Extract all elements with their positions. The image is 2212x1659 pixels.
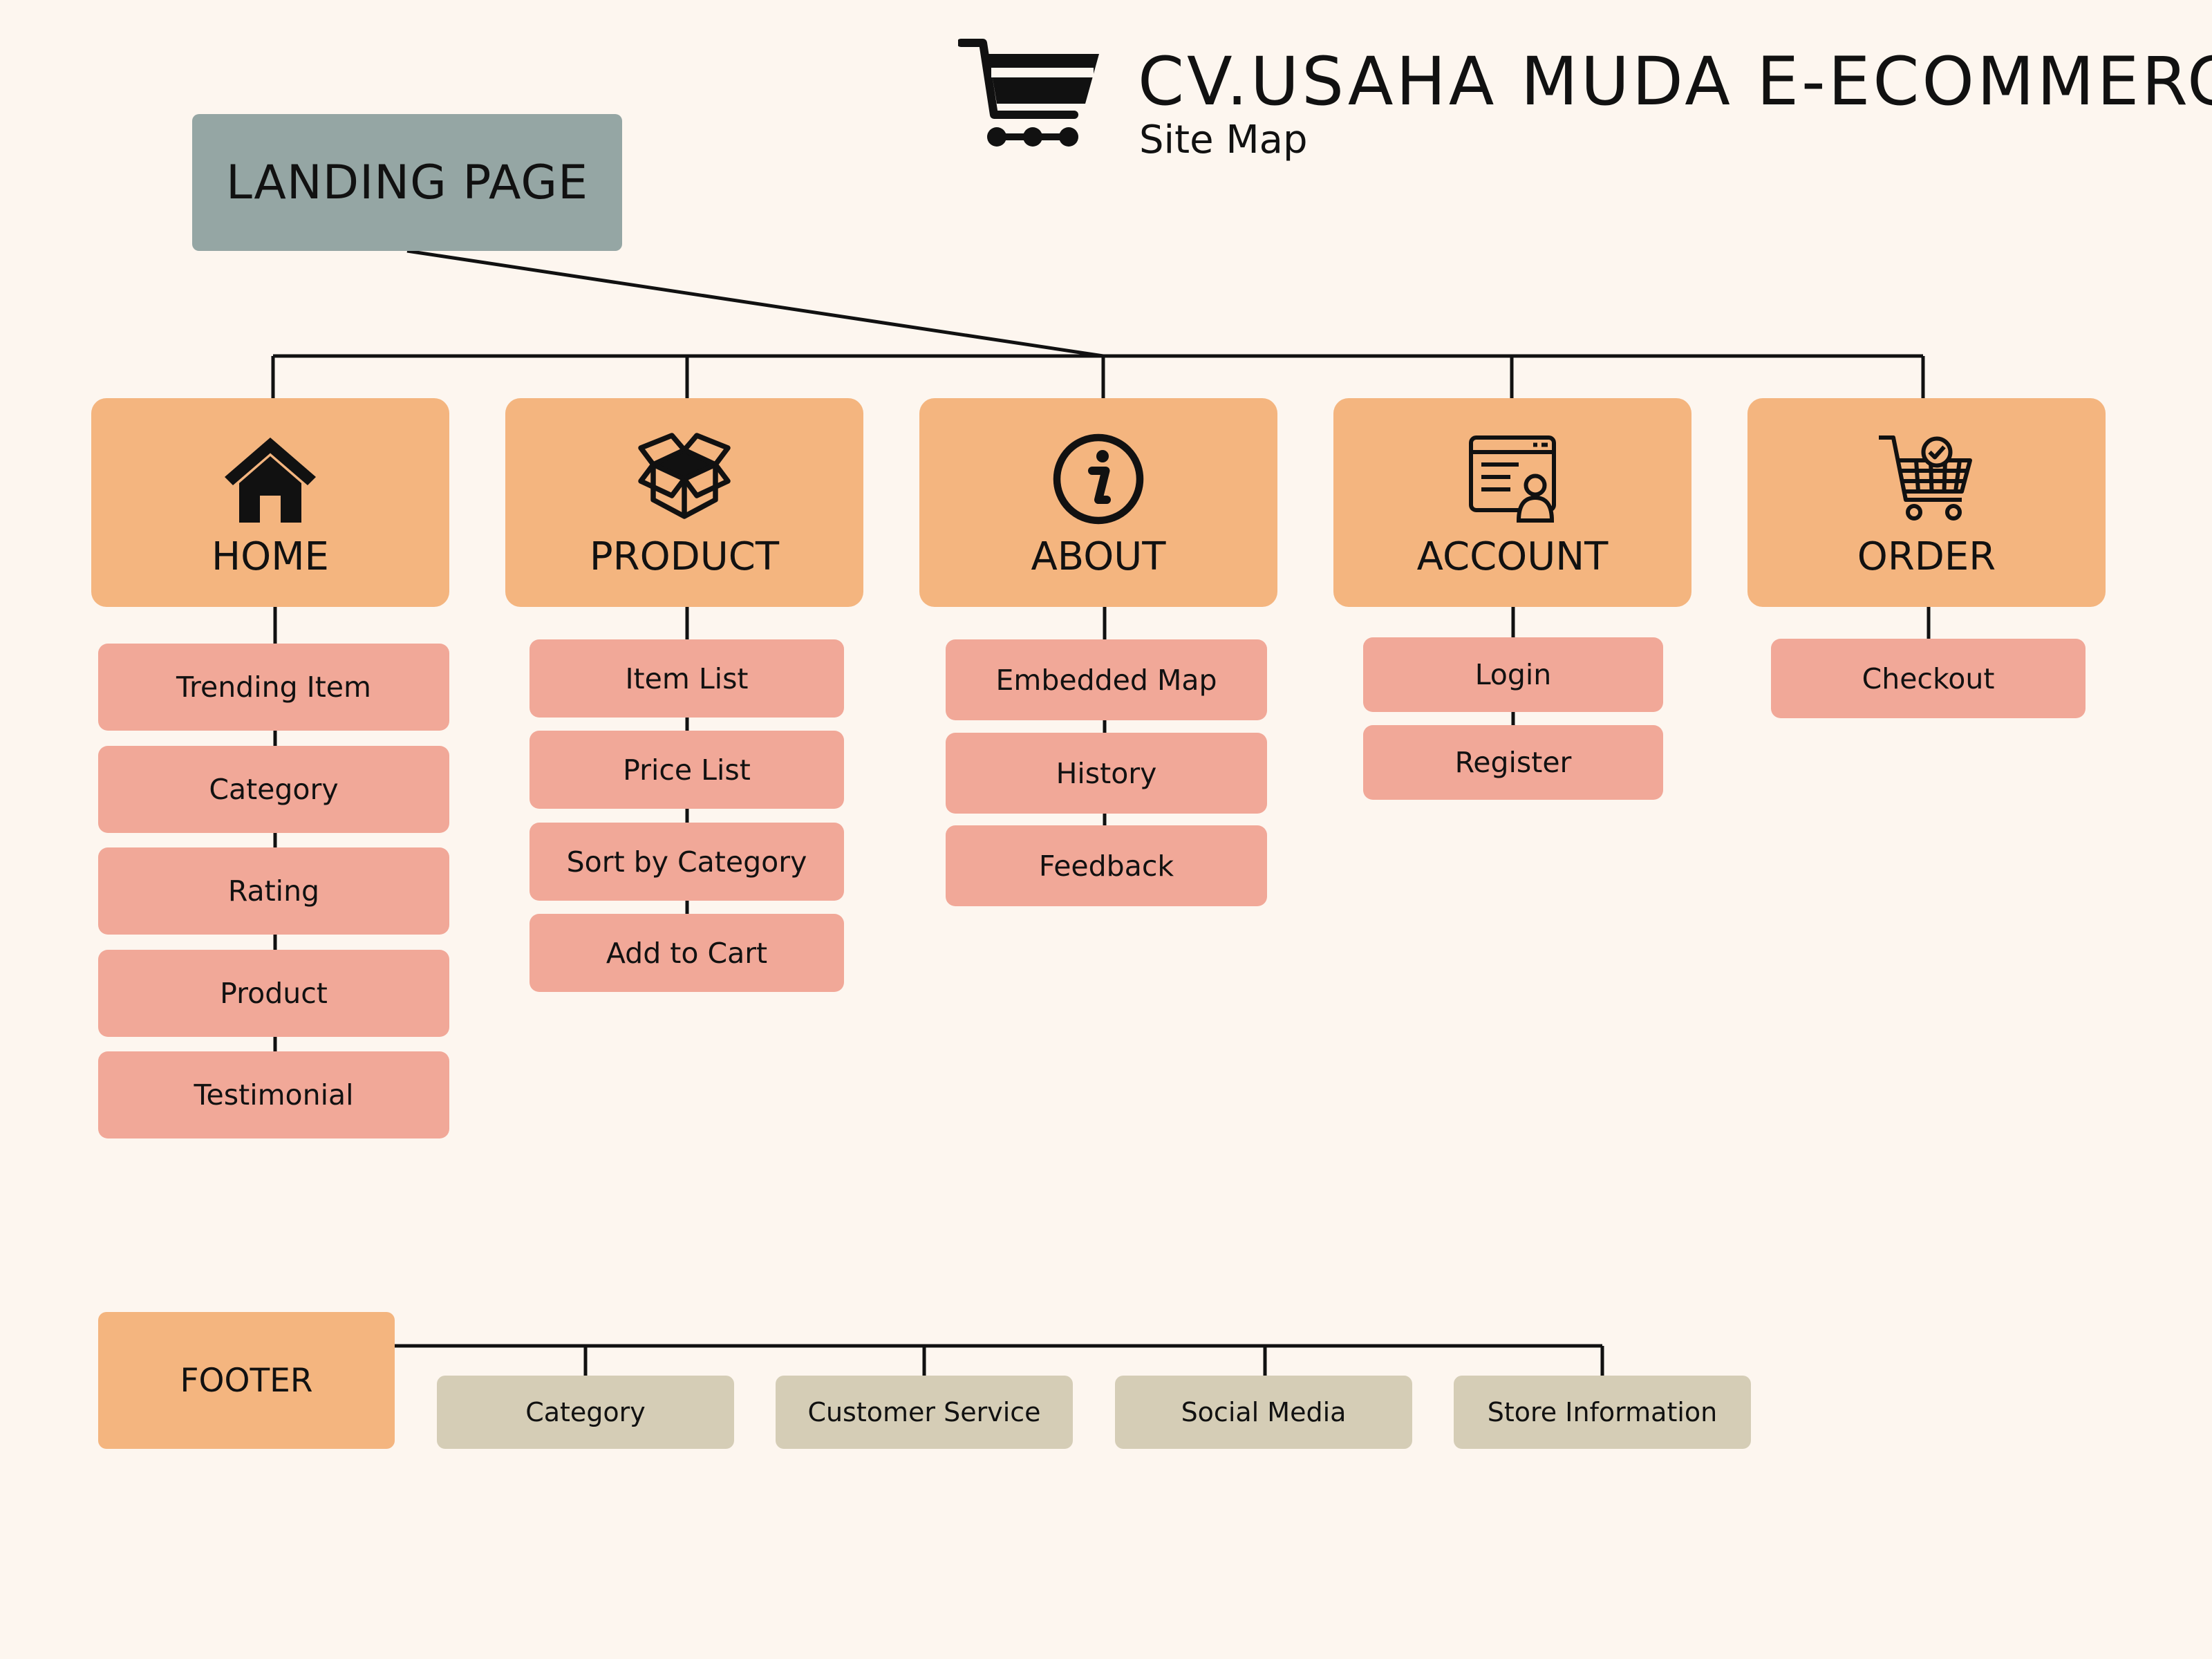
footer-item-store-information: Store Information	[1454, 1376, 1751, 1449]
section-label: ACCOUNT	[1416, 534, 1609, 579]
cart-check-icon	[1879, 435, 1972, 521]
product-item-sort: Sort by Category	[529, 823, 844, 901]
page-subtitle: Site Map	[1139, 118, 1308, 162]
product-item-add-to-cart: Add to Cart	[529, 914, 844, 992]
section-label: ORDER	[1857, 534, 1996, 579]
info-icon	[1053, 433, 1144, 525]
section-label: ABOUT	[1031, 534, 1166, 579]
user-profile-icon	[1469, 435, 1556, 523]
about-item-map: Embedded Map	[946, 639, 1267, 720]
section-account: ACCOUNT	[1333, 398, 1691, 607]
section-home: HOME	[91, 398, 449, 607]
home-item-category: Category	[98, 746, 449, 833]
house-icon	[225, 438, 316, 523]
footer-item-customer-service: Customer Service	[776, 1376, 1073, 1449]
page-title: CV.USAHA MUDA E-ECOMMERCE	[1138, 43, 2212, 120]
footer-item-social-media: Social Media	[1115, 1376, 1412, 1449]
section-label: HOME	[212, 534, 329, 579]
shopping-cart-icon	[958, 39, 1099, 147]
section-label: PRODUCT	[589, 534, 780, 579]
home-item-product: Product	[98, 950, 449, 1037]
footer-node: FOOTER	[98, 1312, 395, 1449]
section-order: ORDER	[1747, 398, 2106, 607]
about-item-history: History	[946, 733, 1267, 814]
account-item-register: Register	[1363, 725, 1663, 800]
product-item-list: Item List	[529, 639, 844, 718]
account-item-login: Login	[1363, 637, 1663, 712]
about-item-feedback: Feedback	[946, 825, 1267, 906]
section-about: ABOUT	[919, 398, 1277, 607]
home-item-trending: Trending Item	[98, 644, 449, 731]
home-item-rating: Rating	[98, 847, 449, 935]
home-item-testimonial: Testimonial	[98, 1051, 449, 1138]
product-item-price-list: Price List	[529, 731, 844, 809]
section-product: PRODUCT	[505, 398, 863, 607]
box-icon	[638, 433, 731, 519]
footer-item-category: Category	[437, 1376, 734, 1449]
landing-page-node: LANDING PAGE	[192, 114, 622, 251]
order-item-checkout: Checkout	[1771, 639, 2086, 718]
